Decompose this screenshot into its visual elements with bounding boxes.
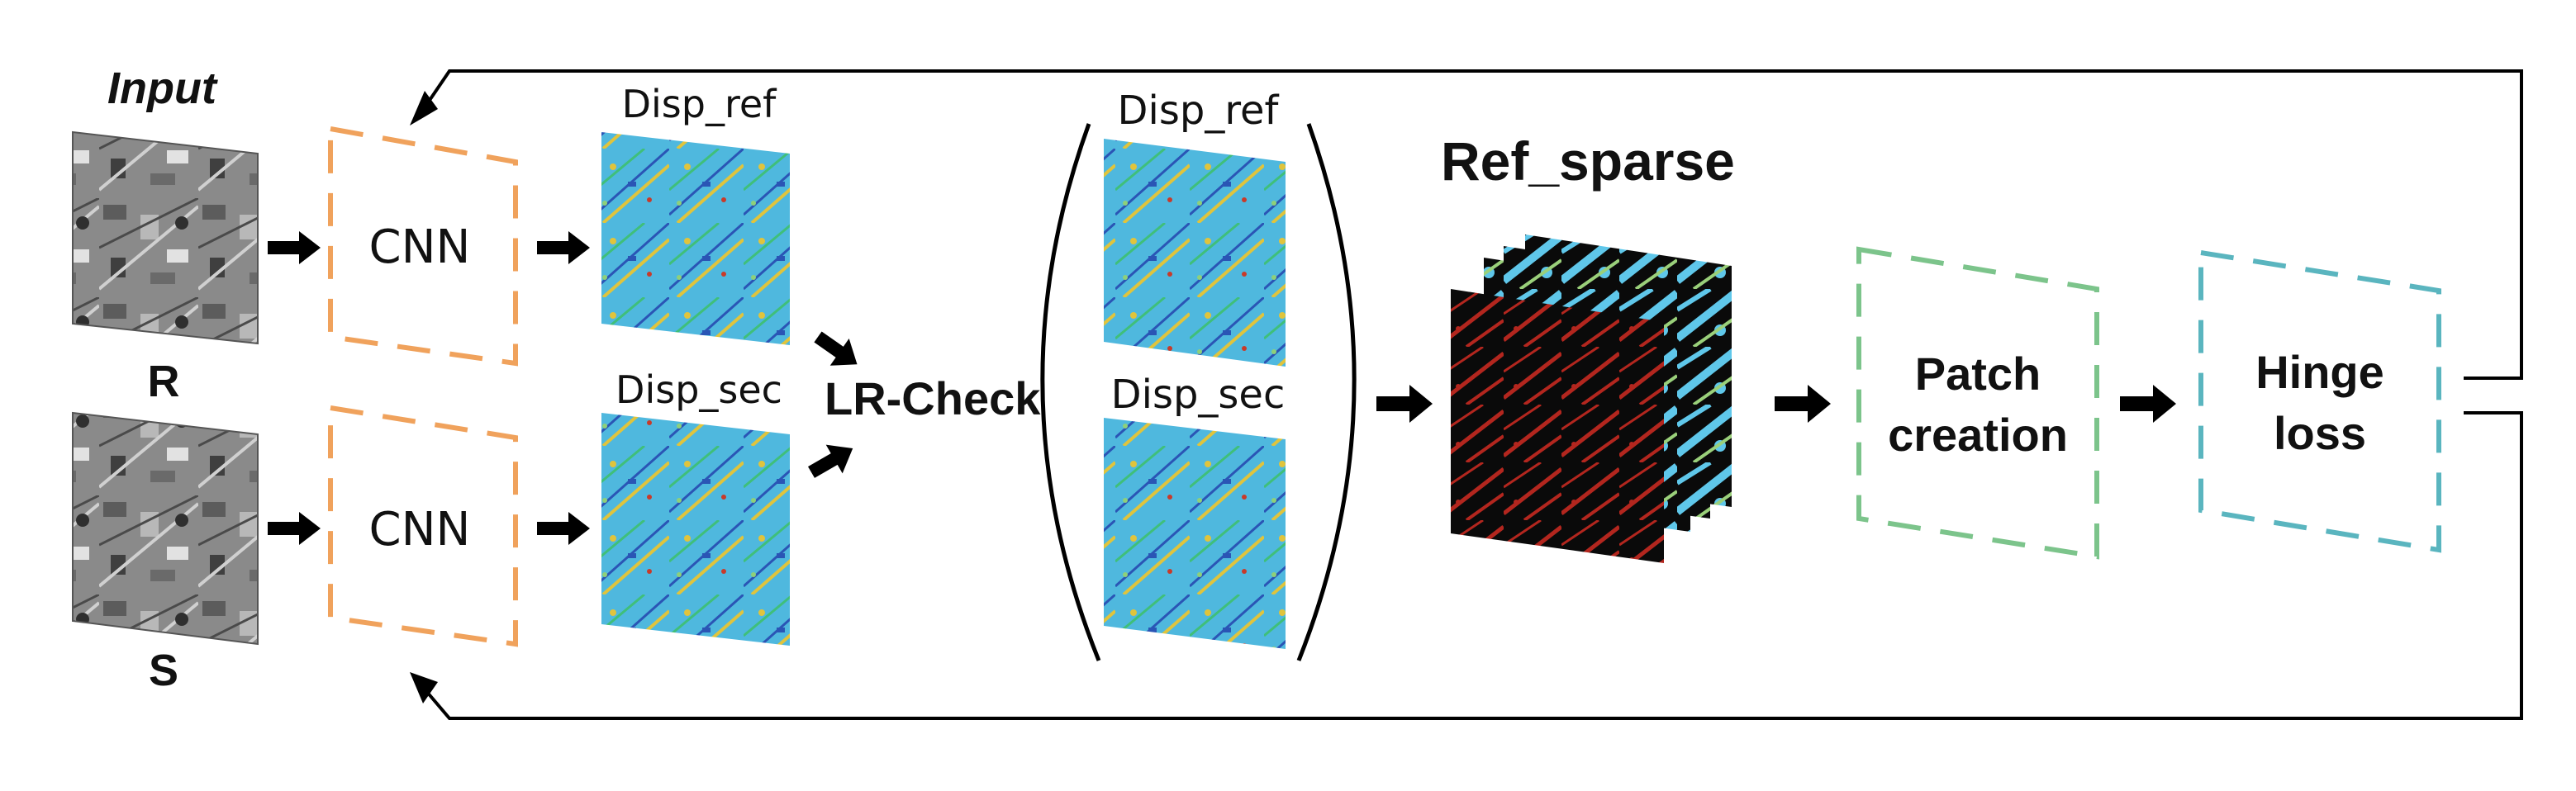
patch-creation-label-line2: creation bbox=[1888, 409, 2068, 461]
input-image-s bbox=[72, 411, 259, 646]
disp-sec-out-map bbox=[1104, 418, 1286, 649]
disp-ref-label: Disp_ref bbox=[622, 82, 778, 126]
arrow-s-to-cnn bbox=[268, 512, 321, 545]
hinge-loss-label-line1: Hinge bbox=[2255, 346, 2384, 398]
left-parenthesis bbox=[1040, 123, 1101, 661]
right-parenthesis bbox=[1296, 123, 1357, 661]
cnn-box-bottom bbox=[328, 405, 518, 647]
patch-creation-box bbox=[1856, 246, 2099, 560]
sparse-layer-1 bbox=[1451, 289, 1664, 563]
input-label: Input bbox=[107, 64, 218, 113]
arrow-disp-sec-to-lr bbox=[808, 444, 853, 478]
cnn-bottom-label: CNN bbox=[369, 503, 471, 557]
arrow-to-ref-sparse bbox=[1376, 385, 1433, 423]
ref-sparse-label: Ref_sparse bbox=[1441, 130, 1735, 192]
hinge-loss-label-line2: loss bbox=[2274, 407, 2366, 459]
input-image-r bbox=[72, 130, 259, 345]
arrow-r-to-cnn bbox=[268, 231, 321, 264]
feedback-arrowhead-bottom bbox=[410, 672, 438, 703]
disp-ref-out-map bbox=[1104, 139, 1286, 367]
input-r-label: R bbox=[148, 357, 180, 406]
arrow-disp-ref-to-lr bbox=[814, 331, 858, 366]
hinge-loss-box bbox=[2198, 249, 2441, 553]
feedback-arrowhead-top bbox=[410, 91, 438, 126]
cnn-top-label: CNN bbox=[369, 220, 471, 274]
disp-sec-map bbox=[601, 413, 790, 646]
ref-sparse-stack bbox=[1451, 234, 1732, 563]
disp-sec-label: Disp_sec bbox=[615, 367, 782, 412]
lr-check-label: LR-Check bbox=[825, 372, 1041, 424]
feedback-loop-top bbox=[420, 69, 2523, 380]
disp-sec-out-label: Disp_sec bbox=[1111, 372, 1286, 418]
disp-ref-map bbox=[601, 132, 790, 345]
input-s-label: S bbox=[149, 646, 178, 695]
disp-ref-out-label: Disp_ref bbox=[1118, 88, 1280, 134]
cnn-box-top bbox=[328, 126, 518, 367]
arrow-to-patch-creation bbox=[1775, 385, 1831, 423]
feedback-loop-bottom bbox=[420, 411, 2523, 720]
patch-creation-label-line1: Patch bbox=[1915, 348, 2041, 400]
arrow-to-hinge-loss bbox=[2120, 385, 2176, 423]
arrow-cnn-to-disp-sec bbox=[537, 512, 590, 545]
arrow-cnn-to-disp-ref bbox=[537, 231, 590, 264]
